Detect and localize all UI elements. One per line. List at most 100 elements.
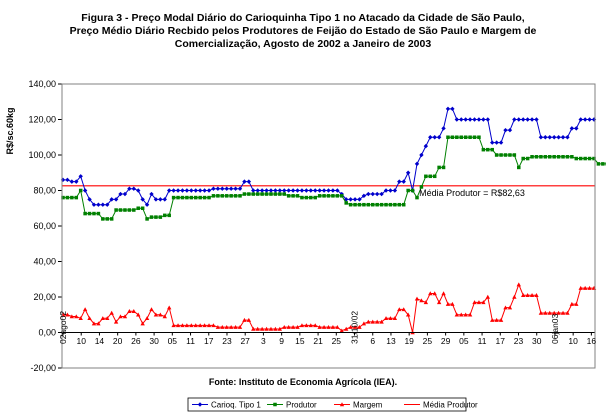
data-point-margem [516, 282, 521, 287]
data-point-carioq-tipo-1 [498, 140, 504, 145]
data-point-margem [202, 323, 207, 328]
data-point-margem [326, 324, 331, 329]
data-point-produtor [472, 135, 477, 140]
data-point-carioq-tipo-1 [136, 188, 141, 193]
data-point-produtor [233, 194, 238, 198]
data-point-produtor [455, 135, 459, 140]
data-point-carioq-tipo-1 [175, 188, 181, 193]
data-point-margem [374, 319, 380, 324]
data-point-produtor [450, 135, 455, 140]
data-point-produtor [596, 162, 601, 166]
data-point-carioq-tipo-1 [551, 135, 557, 140]
data-point-produtor [127, 208, 132, 212]
data-point-carioq-tipo-1 [87, 197, 92, 202]
data-point-produtor [415, 195, 419, 200]
data-point-produtor [547, 155, 552, 159]
data-point-carioq-tipo-1 [494, 140, 499, 145]
data-point-margem [498, 317, 504, 322]
data-point-margem [140, 321, 145, 326]
data-point-produtor [61, 195, 65, 200]
data-point-carioq-tipo-1 [459, 117, 464, 122]
data-point-carioq-tipo-1 [140, 197, 145, 202]
data-point-margem [313, 323, 318, 328]
data-point-produtor [428, 174, 433, 179]
data-point-carioq-tipo-1 [366, 191, 371, 197]
legend-box [187, 397, 467, 412]
data-point-produtor [477, 135, 481, 140]
data-point-margem [255, 326, 260, 331]
y-axis-label: R$/sc.60kg [5, 107, 15, 154]
data-point-carioq-tipo-1 [286, 188, 291, 193]
data-point-produtor [291, 194, 295, 198]
axes-layer: -20,00 0,00 20,00 40,00 60,00 80,00 100,00 120,… [28, 79, 596, 373]
legend-label-m-dia-produtor: Média Produtor [423, 401, 478, 410]
data-point-margem [131, 309, 136, 313]
data-point-carioq-tipo-1 [105, 202, 110, 207]
data-point-margem [578, 285, 583, 290]
data-point-produtor [601, 162, 605, 166]
data-point-produtor [87, 211, 92, 216]
data-point-carioq-tipo-1 [167, 188, 172, 193]
data-point-carioq-tipo-1 [290, 188, 296, 193]
x-tick-label: 9 [279, 336, 284, 346]
data-point-produtor [490, 147, 494, 152]
data-point-carioq-tipo-1 [414, 161, 420, 167]
data-point-produtor [189, 195, 194, 200]
data-point-margem [215, 324, 221, 329]
data-point-produtor [300, 195, 304, 200]
chart-title-line-2: Preço Médio Diário Recbido pelos Produto… [69, 25, 537, 37]
data-point-produtor [145, 217, 149, 221]
data-point-margem [153, 312, 159, 317]
data-point-margem [423, 300, 429, 305]
legend-label-margem: Margem [353, 401, 383, 410]
data-point-carioq-tipo-1 [215, 186, 221, 191]
x-tick-label: 26 [131, 336, 141, 346]
data-point-carioq-tipo-1 [512, 117, 517, 122]
data-point-produtor [180, 195, 185, 200]
data-point-produtor [282, 192, 287, 196]
data-point-produtor [393, 202, 397, 207]
data-point-produtor [242, 192, 247, 196]
data-point-margem [392, 316, 398, 321]
data-point-margem [370, 319, 375, 324]
data-point-carioq-tipo-1 [472, 117, 477, 122]
y-tick-label: 80,00 [33, 186, 56, 196]
data-point-produtor [481, 147, 486, 152]
data-point-produtor [494, 153, 499, 157]
data-point-carioq-tipo-1 [308, 188, 313, 193]
data-point-carioq-tipo-1 [445, 106, 451, 112]
data-point-margem [339, 328, 344, 333]
data-point-margem [295, 324, 300, 329]
data-point-carioq-tipo-1 [463, 117, 468, 122]
data-point-produtor [592, 156, 596, 161]
data-point-produtor [340, 194, 344, 198]
data-point-produtor [304, 195, 309, 200]
series-produtor [61, 135, 606, 221]
data-point-margem [69, 314, 75, 319]
data-point-carioq-tipo-1 [432, 135, 437, 140]
data-point-carioq-tipo-1 [383, 188, 389, 193]
data-point-carioq-tipo-1 [344, 197, 349, 202]
data-point-produtor [123, 208, 127, 212]
data-point-produtor [432, 174, 437, 179]
data-point-carioq-tipo-1 [144, 202, 150, 207]
chart-title-line-3: Comercialização, Agosto de 2002 a Janeir… [174, 38, 432, 50]
data-point-carioq-tipo-1 [277, 188, 283, 193]
data-point-produtor [508, 153, 512, 157]
data-point-produtor [136, 206, 140, 211]
data-point-produtor [78, 188, 83, 193]
data-point-margem [388, 316, 393, 321]
data-point-margem [490, 317, 495, 322]
legend: Carioq. Tipo 1 Produtor Margem Média Produt… [187, 397, 478, 412]
data-point-produtor [437, 165, 441, 170]
x-tick-label: 25 [332, 336, 342, 346]
data-point-carioq-tipo-1 [321, 188, 327, 193]
data-point-carioq-tipo-1 [242, 179, 247, 184]
x-tick-label: 10 [76, 336, 86, 346]
data-point-produtor [578, 156, 583, 161]
x-tick-label: 10 [568, 336, 578, 346]
data-point-margem [582, 285, 588, 290]
data-point-carioq-tipo-1 [295, 188, 300, 193]
data-point-produtor [517, 165, 521, 170]
data-point-produtor [163, 213, 167, 218]
